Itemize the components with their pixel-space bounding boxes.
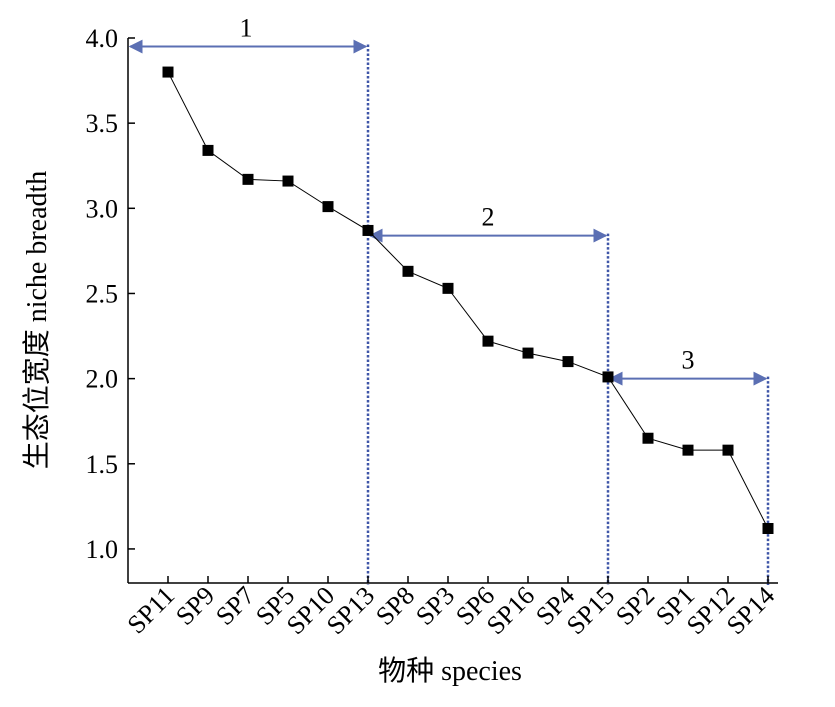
data-point-sp14 <box>762 523 774 534</box>
data-point-sp11 <box>162 66 174 78</box>
data-point-sp2 <box>642 432 654 444</box>
x-tick-label: SP14 <box>721 581 780 640</box>
y-tick-label: 4.0 <box>86 24 119 53</box>
y-tick-label: 1.0 <box>86 535 119 564</box>
data-point-sp13 <box>362 224 374 236</box>
y-tick-label: 1.5 <box>86 450 119 479</box>
group-label-2: 2 <box>482 203 495 232</box>
data-point-sp12 <box>722 444 734 456</box>
group-dividers <box>366 44 770 585</box>
data-point-sp4 <box>562 356 574 368</box>
y-axis-title: 生态位宽度 niche breadth <box>21 171 53 470</box>
x-tick-label: SP7 <box>210 581 260 631</box>
data-point-sp10 <box>322 201 334 213</box>
x-tick-label: SP3 <box>410 581 460 631</box>
x-ticks: SP11SP9SP7SP5SP10SP13SP8SP3SP6SP16SP4SP1… <box>122 576 780 640</box>
x-tick-label: SP9 <box>170 581 220 631</box>
y-tick-label: 2.0 <box>86 365 119 394</box>
x-axis-title: 物种 species <box>378 655 522 687</box>
data-point-sp3 <box>442 282 454 294</box>
data-point-sp7 <box>242 173 254 185</box>
y-tick-label: 3.0 <box>86 194 119 223</box>
y-tick-label: 2.5 <box>86 279 119 308</box>
data-point-sp1 <box>682 444 694 456</box>
series <box>162 66 774 534</box>
data-point-sp15 <box>602 371 614 383</box>
data-point-sp9 <box>202 144 214 156</box>
data-point-sp6 <box>482 335 494 347</box>
group-arrows: 1 2 3 <box>128 14 768 386</box>
data-point-sp8 <box>402 265 414 277</box>
axes <box>127 38 778 584</box>
y-ticks: 1.0 1.5 2.0 2.5 3.0 3.5 4.0 <box>86 24 135 564</box>
x-tick-label: SP2 <box>610 581 660 631</box>
group-label-3: 3 <box>682 346 695 375</box>
data-point-sp5 <box>282 175 294 187</box>
data-point-sp16 <box>522 347 534 359</box>
series-line <box>167 71 769 529</box>
group-label-1: 1 <box>240 14 253 43</box>
x-tick-label: SP8 <box>370 581 420 631</box>
y-tick-label: 3.5 <box>86 109 119 138</box>
